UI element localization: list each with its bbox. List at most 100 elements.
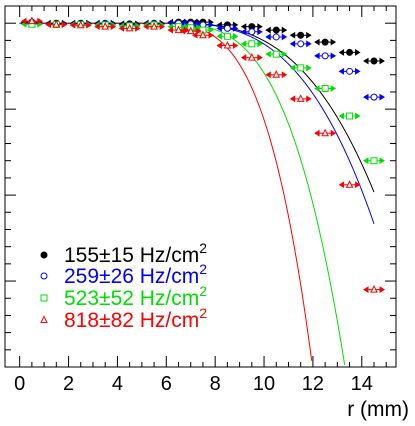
data-point-0 <box>272 26 280 34</box>
error-bar-cap <box>355 112 361 120</box>
data-point-0 <box>346 48 354 56</box>
data-point-3 <box>150 22 158 30</box>
x-tick-label: 12 <box>302 373 324 395</box>
data-point-3 <box>223 40 232 49</box>
error-bar-cap <box>379 286 385 294</box>
data-point-3 <box>186 26 195 35</box>
error-bar-cap <box>37 17 43 25</box>
data-point-2 <box>272 50 280 58</box>
legend-symbol-1 <box>40 272 48 280</box>
error-bar-cap <box>314 52 320 60</box>
error-bar-cap <box>330 85 337 92</box>
data-point-2 <box>370 157 378 165</box>
error-bar-cap <box>118 24 125 32</box>
error-bar-cap <box>289 40 296 48</box>
x-axis-title: r (mm) <box>347 398 409 421</box>
error-bar-cap <box>265 50 271 58</box>
error-bar-cap <box>69 21 76 29</box>
data-point-3 <box>125 23 134 32</box>
error-bar-cap <box>61 21 68 28</box>
error-bar-cap <box>306 31 312 39</box>
error-bar-cap <box>257 40 263 48</box>
legend-marker-0 <box>40 251 48 259</box>
error-bar-cap <box>20 17 27 25</box>
data-point-2 <box>223 32 231 40</box>
x-tick-label: 2 <box>63 373 74 395</box>
error-bar-cap <box>281 71 288 79</box>
error-bar-cap <box>257 28 263 36</box>
fit-curve-1 <box>19 22 375 224</box>
error-bar-cap <box>216 32 222 40</box>
error-bar-cap <box>110 23 117 31</box>
legend-label-3: 818±82 Hz/cm2 <box>64 305 207 332</box>
legend-symbol-3 <box>40 315 48 323</box>
error-bar-cap <box>208 21 214 29</box>
error-bar-cap <box>314 38 320 46</box>
legend-label-1-sup: 2 <box>199 261 207 277</box>
x-tick-label: 10 <box>253 373 275 395</box>
data-point-3 <box>321 128 329 137</box>
data-point-3 <box>52 19 61 28</box>
legend-marker-1 <box>40 272 48 280</box>
error-bar-cap <box>208 26 214 34</box>
error-bar-cap <box>257 54 263 61</box>
data-point-3 <box>101 22 110 30</box>
data-point-0 <box>370 57 378 65</box>
error-bar-cap <box>306 64 312 72</box>
legend-label-0-main: 155±15 Hz/cm <box>64 244 199 267</box>
data-point-3 <box>272 70 281 78</box>
error-bar-cap <box>265 33 271 41</box>
error-bar-cap <box>208 31 214 39</box>
error-bar-cap <box>143 23 149 31</box>
error-bar-cap <box>338 49 345 56</box>
legend-label-0: 155±15 Hz/cm2 <box>64 240 207 267</box>
data-point-3 <box>370 285 378 293</box>
legend-label-1: 259±26 Hz/cm2 <box>64 261 207 288</box>
error-bar-cap <box>94 23 100 31</box>
error-bar-cap <box>379 57 385 65</box>
error-bar-cap <box>379 93 385 101</box>
error-bar-cap <box>240 54 247 61</box>
legend-entry-0: 155±15 Hz/cm2 <box>40 240 207 267</box>
error-bar-cap <box>338 181 345 189</box>
legend-label-1-main: 259±26 Hz/cm <box>64 265 199 288</box>
error-bar-cap <box>289 64 296 72</box>
error-bar-cap <box>45 21 51 28</box>
error-bar-cap <box>355 49 361 56</box>
legend-label-3-main: 818±82 Hz/cm <box>64 309 199 332</box>
legend-label-3-sup: 2 <box>199 305 207 321</box>
data-point-1 <box>297 40 305 48</box>
data-point-2 <box>297 64 305 72</box>
legend-symbol-0 <box>40 251 48 259</box>
error-bar-cap <box>363 286 369 294</box>
data-point-1 <box>248 28 256 36</box>
fit-curve-0 <box>19 22 375 193</box>
legend-marker-3 <box>40 315 48 323</box>
legend-label-2-main: 523±52 Hz/cm <box>64 287 199 310</box>
error-bar-cap <box>363 57 369 65</box>
error-bar-cap <box>265 71 271 79</box>
legend-marker-2 <box>40 294 48 302</box>
error-bar-cap <box>281 33 288 41</box>
error-bar-cap <box>330 38 337 46</box>
legend-label-2-sup: 2 <box>199 283 207 299</box>
error-bar-cap <box>281 50 288 58</box>
error-bar-cap <box>363 93 369 101</box>
error-bar-cap <box>179 27 186 35</box>
data-point-2 <box>321 85 329 93</box>
error-bar-cap <box>216 24 222 32</box>
error-bar-cap <box>232 24 239 32</box>
error-bar-cap <box>196 27 202 35</box>
error-bar-cap <box>363 157 369 165</box>
data-points <box>20 16 385 294</box>
data-point-3 <box>199 30 207 39</box>
data-point-0 <box>321 38 329 46</box>
legend-entry-2: 523±52 Hz/cm2 <box>40 283 207 310</box>
error-bar-cap <box>135 24 141 32</box>
data-point-2 <box>346 112 354 120</box>
data-point-1 <box>223 24 231 32</box>
data-point-0 <box>297 31 305 39</box>
error-bar-cap <box>192 31 198 39</box>
data-point-3 <box>76 20 85 29</box>
x-tick-label: 8 <box>210 373 221 395</box>
